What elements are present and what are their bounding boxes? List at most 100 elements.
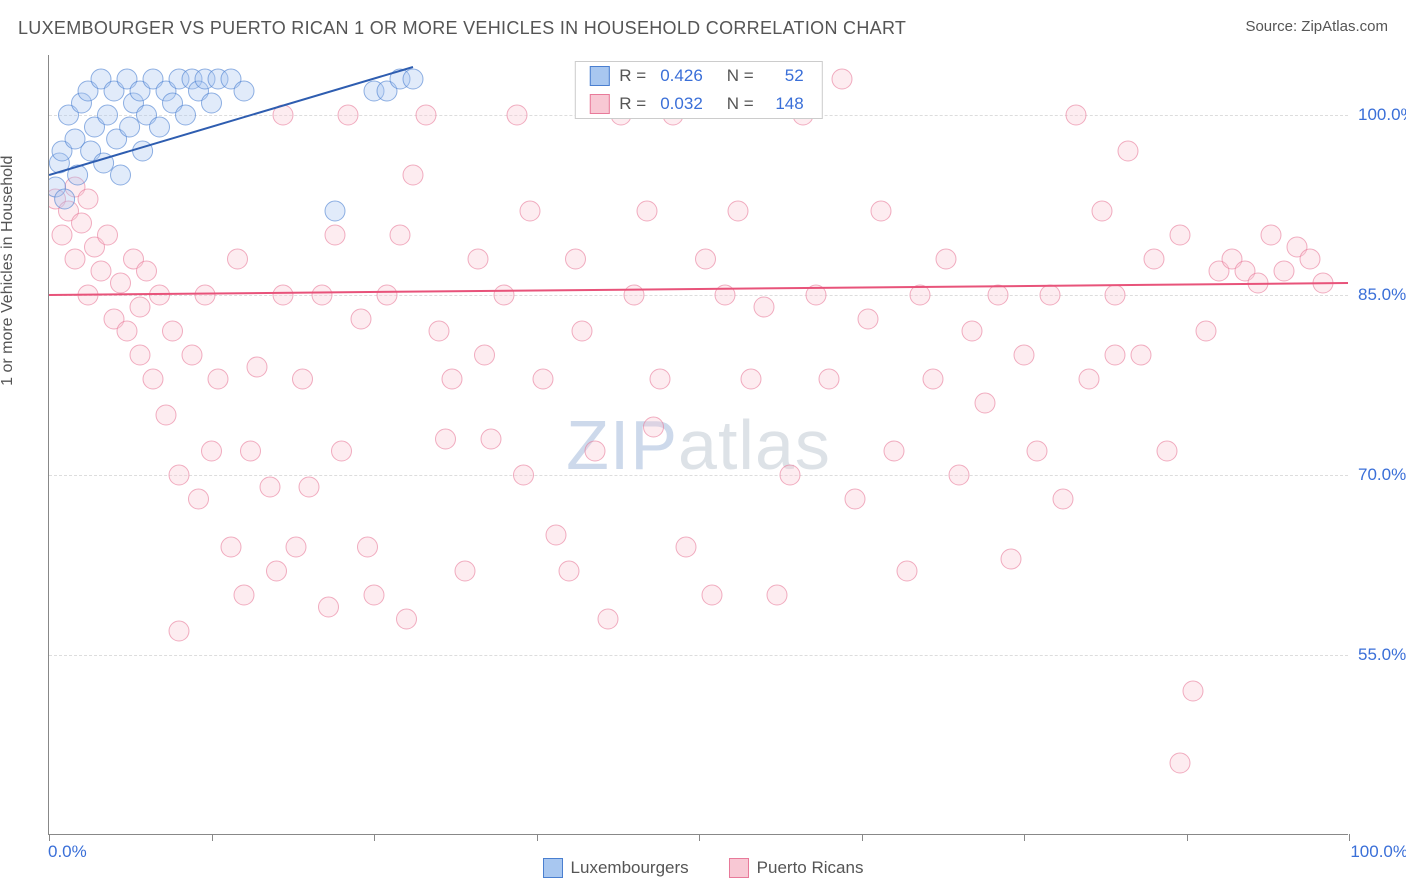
legend-swatch-blue (589, 66, 609, 86)
y-tick-label: 100.0% (1358, 105, 1406, 125)
scatter-point (241, 441, 261, 461)
scatter-point (98, 105, 118, 125)
scatter-point (163, 321, 183, 341)
scatter-plot: ZIPatlas 55.0%70.0%85.0%100.0% R = 0.426… (48, 55, 1348, 835)
scatter-point (150, 117, 170, 137)
scatter-point (520, 201, 540, 221)
scatter-point (988, 285, 1008, 305)
scatter-point (494, 285, 514, 305)
scatter-point (1092, 201, 1112, 221)
scatter-point (195, 285, 215, 305)
scatter-point (566, 249, 586, 269)
x-tick (1187, 834, 1188, 841)
scatter-point (52, 225, 72, 245)
scatter-point (644, 417, 664, 437)
scatter-point (1183, 681, 1203, 701)
scatter-point (130, 345, 150, 365)
x-tick (1024, 834, 1025, 841)
n-label: N = (727, 94, 754, 114)
scatter-point (299, 477, 319, 497)
scatter-point (1066, 105, 1086, 125)
scatter-point (377, 285, 397, 305)
scatter-point (55, 189, 75, 209)
scatter-point (585, 441, 605, 461)
scatter-point (247, 357, 267, 377)
scatter-point (468, 249, 488, 269)
scatter-point (1027, 441, 1047, 461)
y-tick-label: 85.0% (1358, 285, 1406, 305)
scatter-point (325, 201, 345, 221)
series-legend: Luxembourgers Puerto Ricans (0, 858, 1406, 878)
legend-item-puerto-ricans: Puerto Ricans (729, 858, 864, 878)
scatter-point (429, 321, 449, 341)
scatter-point (403, 165, 423, 185)
x-tick (699, 834, 700, 841)
scatter-point (559, 561, 579, 581)
scatter-point (358, 537, 378, 557)
legend-swatch-pink (589, 94, 609, 114)
scatter-point (696, 249, 716, 269)
y-tick-label: 70.0% (1358, 465, 1406, 485)
scatter-point (111, 165, 131, 185)
scatter-point (702, 585, 722, 605)
scatter-point (936, 249, 956, 269)
scatter-point (202, 93, 222, 113)
scatter-point (728, 201, 748, 221)
scatter-point (767, 585, 787, 605)
r-value: 0.032 (660, 94, 703, 114)
scatter-point (1261, 225, 1281, 245)
scatter-point (1170, 225, 1190, 245)
scatter-point (676, 537, 696, 557)
scatter-point (403, 69, 423, 89)
legend-label: Luxembourgers (571, 858, 689, 878)
scatter-point (319, 597, 339, 617)
scatter-point (871, 201, 891, 221)
scatter-point (780, 465, 800, 485)
x-tick (1349, 834, 1350, 841)
scatter-point (923, 369, 943, 389)
scatter-point (832, 69, 852, 89)
scatter-point (1079, 369, 1099, 389)
scatter-point (949, 465, 969, 485)
scatter-point (884, 441, 904, 461)
scatter-point (169, 621, 189, 641)
scatter-point (137, 261, 157, 281)
scatter-point (436, 429, 456, 449)
scatter-point (156, 405, 176, 425)
x-tick (49, 834, 50, 841)
scatter-point (475, 345, 495, 365)
scatter-point (312, 285, 332, 305)
scatter-point (338, 105, 358, 125)
scatter-point (273, 285, 293, 305)
scatter-point (481, 429, 501, 449)
scatter-point (1144, 249, 1164, 269)
scatter-point (1131, 345, 1151, 365)
scatter-point (1300, 249, 1320, 269)
legend-swatch-pink (729, 858, 749, 878)
scatter-point (286, 537, 306, 557)
scatter-point (169, 465, 189, 485)
scatter-point (117, 321, 137, 341)
scatter-point (546, 525, 566, 545)
r-label: R = (619, 66, 646, 86)
scatter-point (189, 489, 209, 509)
scatter-point (325, 225, 345, 245)
scatter-point (442, 369, 462, 389)
legend-swatch-blue (543, 858, 563, 878)
scatter-point (176, 105, 196, 125)
scatter-point (416, 105, 436, 125)
y-tick-label: 55.0% (1358, 645, 1406, 665)
scatter-point (1105, 345, 1125, 365)
scatter-point (455, 561, 475, 581)
scatter-point (1196, 321, 1216, 341)
scatter-point (754, 297, 774, 317)
n-value: 148 (768, 94, 804, 114)
scatter-point (351, 309, 371, 329)
scatter-point (65, 249, 85, 269)
scatter-point (120, 117, 140, 137)
scatter-point (182, 345, 202, 365)
scatter-point (202, 441, 222, 461)
scatter-point (845, 489, 865, 509)
scatter-point (221, 537, 241, 557)
scatter-point (293, 369, 313, 389)
